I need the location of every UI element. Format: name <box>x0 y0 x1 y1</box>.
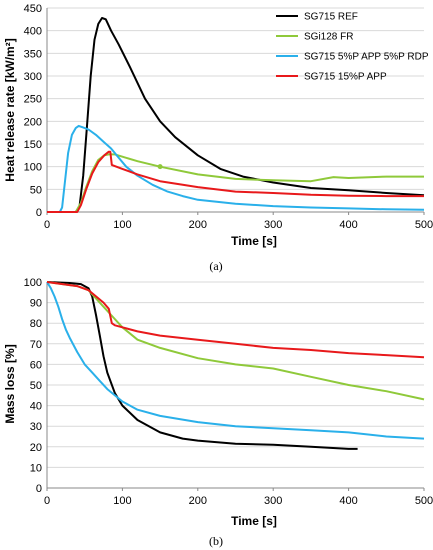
y-tick-label: 10 <box>30 462 42 474</box>
x-tick-label: 100 <box>113 495 131 507</box>
chart-heat-release-rate: 0 50 100 150 200 250 300 350 400 450 0 100 200 300 400… <box>3 3 433 273</box>
y-tick-label: 300 <box>24 71 42 83</box>
x-tick-label: 300 <box>264 219 282 231</box>
legend-entry: SG715 15%P APP <box>304 72 387 83</box>
x-tick-label: 200 <box>189 219 207 231</box>
data-point-marker <box>157 164 163 170</box>
series-line-sg715-5-p-app-5-p-rdp <box>47 124 425 213</box>
x-tick-label: 200 <box>189 495 207 507</box>
series-line-sg715-ref <box>46 281 358 450</box>
series-line-sg715-ref <box>47 17 425 213</box>
series-lines <box>47 17 425 213</box>
y-tick-label: 60 <box>30 359 42 371</box>
series-line-sgi128-fr <box>46 281 425 401</box>
y-tick-label: 50 <box>30 380 42 392</box>
y-tick-label: 70 <box>30 339 42 351</box>
x-tick-label: 400 <box>339 219 357 231</box>
y-tick-label: 450 <box>24 3 42 15</box>
y-tick-label: 90 <box>30 298 42 310</box>
y-tick-label: 40 <box>30 401 42 413</box>
legend: SG715 REF SGi128 FR SG715 5%P APP 5%P RDP S… <box>276 12 429 83</box>
x-tick-label: 0 <box>44 495 50 507</box>
tick-labels: 0 50 100 150 200 250 300 350 400 450 0 100 200 300 400… <box>24 3 433 231</box>
legend-entry: SG715 REF <box>304 12 358 23</box>
y-tick-label: 350 <box>24 48 42 60</box>
y-tick-label: 80 <box>30 318 42 330</box>
axes <box>46 8 425 215</box>
x-tick-label: 500 <box>415 495 433 507</box>
series-line-sg715-15-p-app <box>46 281 425 359</box>
x-tick-label: 500 <box>415 219 433 231</box>
series-lines <box>46 281 425 450</box>
y-axis-label: Mass loss [%] <box>3 344 17 423</box>
y-tick-label: 0 <box>36 483 42 495</box>
x-axis-label: Time [s] <box>231 234 277 248</box>
y-axis-label: Heat release rate [kW/m²] <box>3 38 17 181</box>
x-tick-label: 300 <box>264 495 282 507</box>
caption: (a) <box>209 259 222 273</box>
chart-mass-loss: 0 10 20 30 40 50 60 70 80 90 100 0 100 200 300 400 500 T… <box>3 277 433 548</box>
x-tick-label: 0 <box>44 219 50 231</box>
legend-entry: SG715 5%P APP 5%P RDP <box>304 52 429 63</box>
y-tick-label: 50 <box>30 184 42 196</box>
y-tick-label: 0 <box>36 207 42 219</box>
y-tick-label: 30 <box>30 421 42 433</box>
tick-labels: 0 10 20 30 40 50 60 70 80 90 100 0 100 200 300 400 500 <box>24 277 433 507</box>
x-tick-label: 400 <box>339 495 357 507</box>
series-line-sg715-5-p-app-5-p-rdp <box>46 281 425 440</box>
y-tick-label: 150 <box>24 139 42 151</box>
axes <box>46 282 425 491</box>
x-tick-label: 100 <box>113 219 131 231</box>
y-tick-label: 250 <box>24 94 42 106</box>
y-tick-label: 400 <box>24 26 42 38</box>
y-tick-label: 100 <box>24 277 42 289</box>
caption: (b) <box>209 534 223 548</box>
gridlines <box>47 7 424 190</box>
y-tick-label: 20 <box>30 442 42 454</box>
legend-entry: SGi128 FR <box>304 32 353 43</box>
y-tick-label: 100 <box>24 162 42 174</box>
gridlines <box>47 281 424 468</box>
series-line-sg715-15-p-app <box>47 150 424 213</box>
y-tick-label: 200 <box>24 116 42 128</box>
x-axis-label: Time [s] <box>231 514 277 528</box>
